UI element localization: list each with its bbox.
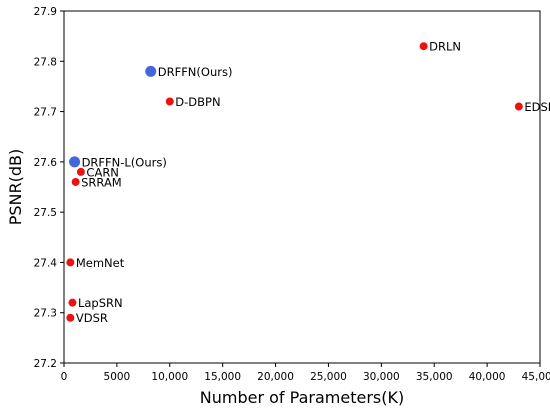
y-tick-label: 27.3 [34,308,57,320]
x-tick-label: 0 [61,371,68,383]
data-point: EDSR [514,100,550,114]
data-point: CARN [76,165,119,179]
data-point: D-DBPN [165,95,221,109]
point-label: EDSR [524,100,550,114]
y-tick-label: 27.6 [34,157,58,169]
point-label: D-DBPN [175,95,220,109]
point-label: DRFFN-L(Ours) [82,155,167,169]
x-tick-label: 10,000 [151,371,188,383]
y-axis-title: PSNR(dB) [6,149,25,226]
y-tick-label: 27.2 [34,358,57,370]
x-axis-ticks: 0 5000 10,000 15,000 20,000 25,000 30,000 35,00… [61,363,550,383]
data-point: MemNet [66,256,125,270]
x-tick-label: 5000 [104,371,131,383]
point-marker [66,313,75,322]
point-label: DRLN [429,40,461,54]
point-label: VDSR [76,311,108,325]
y-axis-ticks: 27.2 27.3 27.4 27.5 27.6 27.7 27.8 27.9 [34,6,64,370]
x-tick-label: 25,000 [310,371,347,383]
x-tick-label: 30,000 [363,371,400,383]
point-marker [419,42,428,51]
point-marker-ours [69,156,81,168]
x-tick-label: 45,000 [522,371,550,383]
plot-frame [63,10,541,364]
point-marker [514,102,523,111]
y-tick-label: 27.4 [34,257,58,269]
data-point: DRFFN-L(Ours) [69,155,167,169]
y-tick-label: 27.7 [34,107,57,119]
data-point: VDSR [66,311,108,325]
data-point: SRRAM [71,175,122,189]
point-marker [66,258,75,267]
point-label: LapSRN [78,296,123,310]
point-label: MemNet [76,256,125,270]
x-axis-title: Number of Parameters(K) [200,388,404,407]
point-marker [68,298,77,307]
point-marker [71,177,80,186]
point-marker [165,97,174,106]
y-tick-label: 27.5 [34,207,57,219]
point-marker [76,167,85,176]
data-point: DRFFN(Ours) [145,65,232,79]
y-tick-label: 27.9 [34,6,57,18]
data-point: DRLN [419,40,461,54]
y-tick-label: 27.8 [34,56,57,68]
point-label: DRFFN(Ours) [158,65,233,79]
x-tick-label: 20,000 [257,371,294,383]
x-tick-label: 35,000 [416,371,453,383]
point-label: SRRAM [81,175,122,189]
point-marker-ours [145,65,157,77]
x-tick-label: 40,000 [469,371,506,383]
point-label: CARN [86,165,119,179]
data-point: LapSRN [68,296,123,310]
x-tick-label: 15,000 [204,371,241,383]
points-layer: DRFFN(Ours) DRFFN-L(Ours) DRLN EDSR D-DBPN CA… [66,40,550,325]
